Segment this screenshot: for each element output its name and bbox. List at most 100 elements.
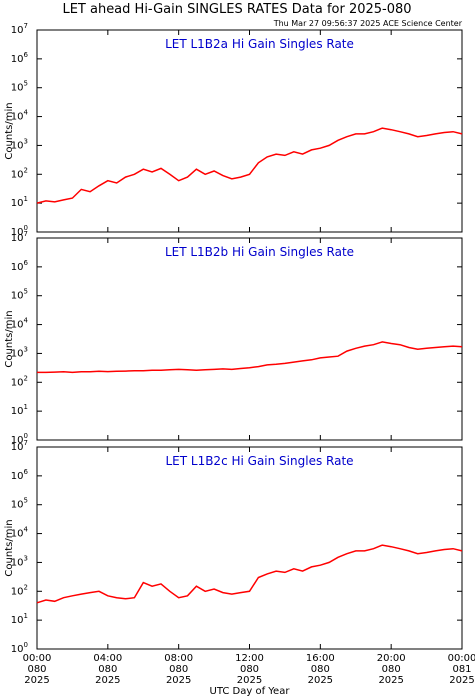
y-tick-base: 10 bbox=[11, 291, 24, 302]
x-tick-label: 2025 bbox=[95, 675, 120, 686]
y-tick-base: 10 bbox=[11, 198, 24, 209]
y-tick-exp: 5 bbox=[24, 497, 28, 505]
y-tick-exp: 1 bbox=[24, 403, 28, 411]
y-tick-exp: 6 bbox=[24, 259, 29, 267]
y-tick-label: 102 bbox=[11, 374, 28, 388]
y-tick-label: 107 bbox=[11, 439, 28, 453]
y-tick-base: 10 bbox=[11, 644, 24, 655]
y-tick-exp: 7 bbox=[24, 439, 28, 447]
y-tick-exp: 0 bbox=[24, 432, 28, 440]
y-tick-exp: 5 bbox=[24, 80, 28, 88]
x-tick-label: 00:00 bbox=[23, 653, 52, 664]
y-tick-base: 10 bbox=[11, 442, 24, 453]
panel-title: LET L1B2b Hi Gain Singles Rate bbox=[165, 245, 354, 259]
y-tick-label: 104 bbox=[11, 109, 29, 123]
x-tick-label: 2025 bbox=[237, 675, 262, 686]
y-tick-label: 106 bbox=[11, 468, 29, 482]
data-line bbox=[36, 544, 463, 604]
y-tick-exp: 3 bbox=[24, 137, 28, 145]
y-tick-label: 102 bbox=[11, 583, 28, 597]
x-tick-label: 080 bbox=[169, 664, 188, 675]
y-tick-label: 100 bbox=[11, 224, 28, 238]
y-tick-base: 10 bbox=[11, 25, 24, 36]
x-axis-label: UTC Day of Year bbox=[210, 686, 291, 697]
y-tick-base: 10 bbox=[11, 529, 24, 540]
y-tick-exp: 3 bbox=[24, 345, 28, 353]
y-tick-base: 10 bbox=[11, 83, 24, 94]
y-tick-base: 10 bbox=[11, 262, 24, 273]
data-line bbox=[36, 127, 463, 204]
y-tick-base: 10 bbox=[11, 227, 24, 238]
x-tick-label: 081 bbox=[452, 664, 471, 675]
y-tick-label: 105 bbox=[11, 288, 28, 302]
y-tick-exp: 0 bbox=[24, 224, 28, 232]
y-tick-base: 10 bbox=[11, 140, 24, 151]
x-tick-label: 2025 bbox=[24, 675, 49, 686]
y-tick-exp: 1 bbox=[24, 195, 28, 203]
y-tick-label: 107 bbox=[11, 230, 28, 244]
y-tick-base: 10 bbox=[11, 406, 24, 417]
y-tick-exp: 2 bbox=[24, 583, 28, 591]
y-tick-exp: 4 bbox=[24, 317, 29, 325]
y-tick-label: 105 bbox=[11, 497, 28, 511]
y-tick-label: 103 bbox=[11, 137, 28, 151]
y-tick-base: 10 bbox=[11, 112, 24, 123]
chart-title: LET ahead Hi-Gain SINGLES RATES Data for… bbox=[62, 2, 411, 17]
x-tick-label: 08:00 bbox=[164, 653, 193, 664]
y-tick-label: 106 bbox=[11, 51, 29, 65]
panel-title: LET L1B2c Hi Gain Singles Rate bbox=[165, 454, 353, 468]
y-tick-label: 102 bbox=[11, 166, 28, 180]
x-tick-label: 080 bbox=[382, 664, 401, 675]
x-tick-label: 080 bbox=[27, 664, 46, 675]
x-tick-label: 2025 bbox=[308, 675, 333, 686]
y-tick-base: 10 bbox=[11, 54, 24, 65]
y-tick-base: 10 bbox=[11, 233, 24, 244]
x-tick-label: 2025 bbox=[449, 675, 474, 686]
x-tick-label: 20:00 bbox=[377, 653, 406, 664]
y-tick-exp: 7 bbox=[24, 22, 28, 30]
y-tick-base: 10 bbox=[11, 471, 24, 482]
y-tick-exp: 1 bbox=[24, 612, 28, 620]
y-tick-exp: 4 bbox=[24, 526, 29, 534]
y-tick-exp: 5 bbox=[24, 288, 28, 296]
y-axis-label: Counts/min bbox=[4, 102, 15, 159]
y-tick-base: 10 bbox=[11, 586, 24, 597]
y-tick-label: 101 bbox=[11, 612, 28, 626]
y-tick-label: 100 bbox=[11, 432, 28, 446]
y-tick-label: 103 bbox=[11, 554, 28, 568]
data-line bbox=[37, 341, 463, 374]
y-tick-exp: 6 bbox=[24, 51, 29, 59]
y-tick-label: 103 bbox=[11, 345, 28, 359]
y-tick-exp: 3 bbox=[24, 554, 28, 562]
y-tick-exp: 2 bbox=[24, 166, 28, 174]
y-tick-base: 10 bbox=[11, 557, 24, 568]
x-tick-label: 12:00 bbox=[235, 653, 264, 664]
y-tick-exp: 6 bbox=[24, 468, 29, 476]
y-axis-label: Counts/min bbox=[4, 310, 15, 367]
panel-title: LET L1B2a Hi Gain Singles Rate bbox=[165, 37, 354, 51]
x-tick-label: 16:00 bbox=[306, 653, 335, 664]
x-tick-label: 080 bbox=[311, 664, 330, 675]
x-tick-label: 00:00 bbox=[448, 653, 475, 664]
x-tick-label: 2025 bbox=[378, 675, 403, 686]
y-tick-base: 10 bbox=[11, 615, 24, 626]
chart-subtitle: Thu Mar 27 09:56:37 2025 ACE Science Cen… bbox=[273, 19, 463, 28]
y-tick-label: 100 bbox=[11, 641, 28, 655]
y-tick-exp: 7 bbox=[24, 230, 28, 238]
y-tick-exp: 2 bbox=[24, 374, 28, 382]
y-axis-label: Counts/min bbox=[4, 519, 15, 576]
y-tick-base: 10 bbox=[11, 348, 24, 359]
y-tick-base: 10 bbox=[11, 500, 24, 511]
y-tick-base: 10 bbox=[11, 169, 24, 180]
x-tick-label: 080 bbox=[98, 664, 117, 675]
y-tick-label: 101 bbox=[11, 403, 28, 417]
x-tick-label: 080 bbox=[240, 664, 259, 675]
y-tick-base: 10 bbox=[11, 435, 24, 446]
y-tick-label: 107 bbox=[11, 22, 28, 36]
y-tick-base: 10 bbox=[11, 320, 24, 331]
y-tick-exp: 0 bbox=[24, 641, 28, 649]
y-tick-label: 101 bbox=[11, 195, 28, 209]
plot-frame bbox=[36, 237, 463, 441]
y-tick-label: 106 bbox=[11, 259, 29, 273]
